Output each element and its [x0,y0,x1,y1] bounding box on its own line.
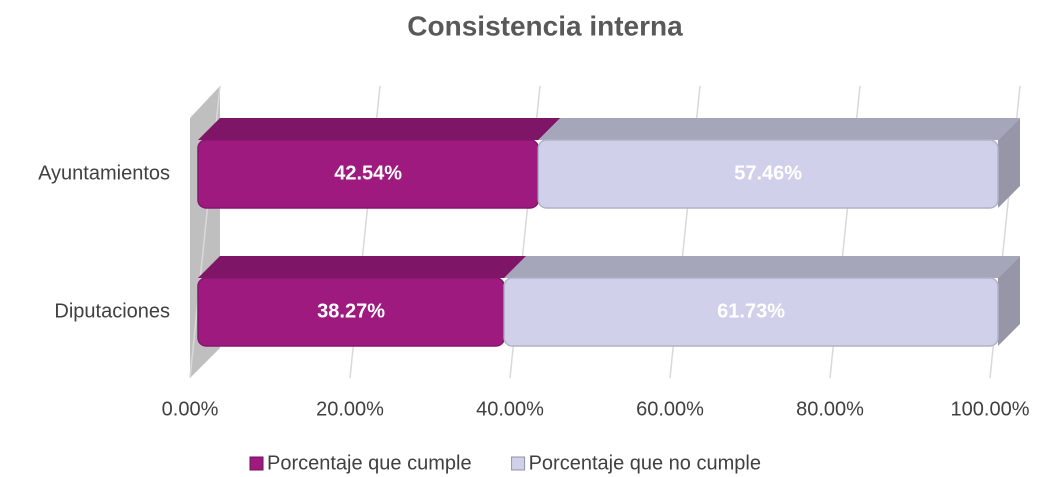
value-label: 57.46% [734,162,802,184]
x-tick-label: 100.00% [951,398,1030,420]
y-tick-label: Diputaciones [54,300,170,322]
x-tick-label: 0.00% [162,398,219,420]
value-label: 38.27% [317,300,385,322]
bar-side [998,256,1020,346]
bar-side [998,118,1020,208]
bar-top [198,118,561,140]
chart-title: Consistencia interna [407,10,683,41]
x-tick-label: 60.00% [636,398,704,420]
legend-label: Porcentaje que cumple [267,452,472,474]
legend-swatch [249,456,264,471]
value-label: 42.54% [334,162,402,184]
y-tick-label: Ayuntamientos [38,162,170,184]
legend-swatch [511,456,526,471]
x-tick-label: 20.00% [316,398,384,420]
bar-top [538,118,1020,140]
bar [537,139,999,209]
legend-label: Porcentaje que no cumple [529,452,761,474]
x-tick-label: 40.00% [476,398,544,420]
bar-top [504,256,1020,278]
value-label: 61.73% [717,300,785,322]
x-tick-label: 80.00% [796,398,864,420]
bar-top [198,256,527,278]
bar [503,277,999,347]
